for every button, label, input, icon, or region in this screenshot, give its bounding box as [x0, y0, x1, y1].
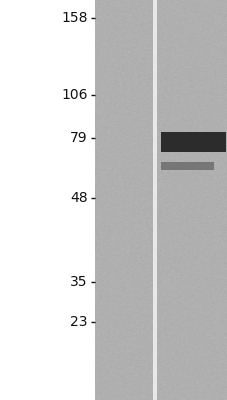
Text: 35: 35	[70, 275, 87, 289]
Bar	[156, 0, 227, 400]
Text: 158: 158	[61, 11, 87, 25]
Text: 106: 106	[61, 88, 87, 102]
Text: 48: 48	[70, 191, 87, 205]
Text: 23: 23	[70, 315, 87, 329]
Bar	[152, 0, 156, 400]
Bar	[161, 162, 213, 170]
Text: 79: 79	[70, 131, 87, 145]
Bar	[94, 0, 152, 400]
Bar	[161, 132, 225, 152]
